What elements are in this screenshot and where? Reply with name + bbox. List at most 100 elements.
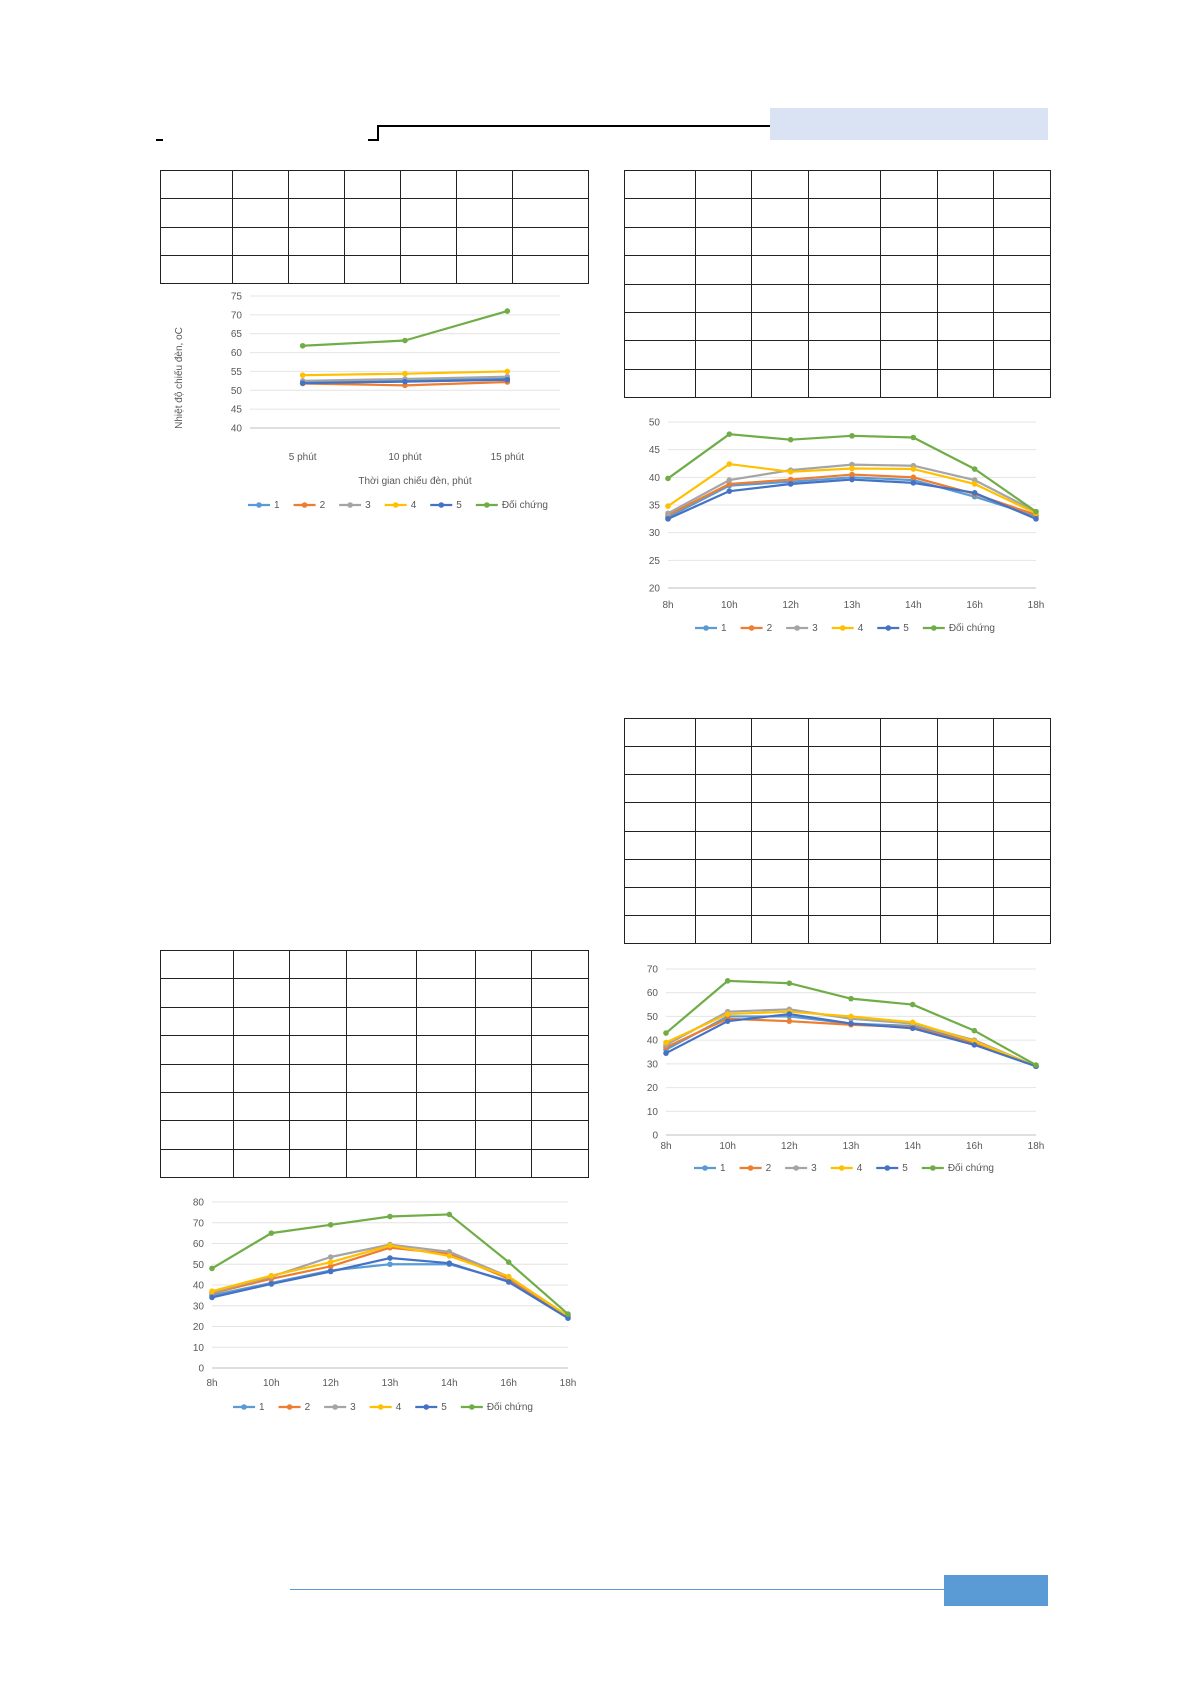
y-tick-label: 70	[193, 1218, 205, 1229]
x-tick-label: 10h	[719, 1141, 736, 1152]
data-point	[909, 1019, 916, 1026]
legend-label: 1	[259, 1402, 265, 1413]
data-point	[786, 1018, 793, 1024]
data-point	[848, 1020, 854, 1027]
table-cell	[880, 858, 938, 888]
table-cell	[993, 774, 1051, 804]
table-row	[160, 1120, 589, 1150]
table-cell	[289, 1063, 347, 1093]
table-cell	[880, 311, 938, 342]
data-point	[402, 378, 408, 385]
table-cell	[343, 254, 402, 285]
table-cell	[993, 886, 1051, 916]
data-point	[446, 1253, 453, 1259]
table-cell	[231, 198, 289, 228]
y-tick-label: 25	[649, 556, 661, 567]
data-point	[724, 1011, 731, 1017]
table-cell	[343, 198, 402, 228]
table-cell	[936, 255, 995, 285]
table-cell	[751, 802, 809, 832]
legend-label: 2	[305, 1402, 311, 1413]
series-line-1	[211, 1263, 569, 1318]
data-point	[268, 1281, 275, 1287]
data-point	[268, 1230, 275, 1236]
table-cell	[160, 1063, 234, 1093]
table-cell	[694, 717, 753, 748]
data-point	[909, 1025, 916, 1032]
table-row	[160, 1091, 589, 1122]
table-cell	[880, 169, 938, 200]
x-tick-label: 8h	[660, 1141, 671, 1152]
table-row	[160, 949, 589, 980]
table-row	[624, 830, 1051, 860]
table-cell	[936, 198, 995, 228]
data-point	[849, 465, 855, 472]
table-cell	[751, 914, 809, 945]
table-cell	[936, 858, 995, 888]
legend-swatch-marker	[377, 1404, 384, 1410]
y-tick-label: 30	[193, 1301, 205, 1312]
data-point	[910, 434, 917, 441]
table-cell	[624, 340, 696, 370]
table-cell	[345, 1063, 418, 1093]
table-cell	[993, 198, 1051, 228]
table-cell	[751, 717, 809, 748]
legend-swatch-marker	[884, 1165, 891, 1171]
data-point	[446, 1260, 453, 1267]
data-point	[387, 1261, 393, 1268]
table-cell	[993, 311, 1051, 342]
y-tick-label: 40	[231, 424, 243, 435]
table-row	[624, 340, 1051, 370]
table-cell	[694, 368, 753, 399]
table-cell	[694, 774, 753, 804]
legend-label: 3	[365, 500, 371, 511]
y-tick-label: 45	[231, 405, 243, 416]
chart-xlabel: Thời gian chiếu đèn, phút	[358, 475, 472, 487]
data-point	[726, 477, 733, 483]
data-point	[327, 1222, 334, 1228]
chart-temperature-by-hour-b: 0 10 20 30 40 50 60 70 8h 10h 12h 13h 14h 16h 18h 1 2 3 4 5…	[647, 965, 1044, 1175]
data-point	[268, 1272, 275, 1279]
table-cell	[456, 226, 514, 256]
table-cell	[807, 830, 882, 860]
table-row	[624, 283, 1051, 313]
table-cell	[751, 255, 809, 285]
table-cell	[160, 254, 233, 285]
table-cell	[751, 774, 809, 804]
legend-label: 2	[320, 500, 326, 511]
data-point	[971, 1042, 978, 1048]
y-tick-label: 10	[193, 1343, 205, 1354]
data-point	[848, 995, 854, 1002]
data-point	[971, 1027, 978, 1034]
data-point	[787, 481, 794, 487]
table-cell	[289, 978, 347, 1008]
table-cell	[880, 717, 938, 748]
table-cell	[287, 198, 345, 228]
table-cell	[160, 1091, 234, 1122]
data-point	[786, 980, 793, 987]
data-point	[971, 481, 978, 487]
table-cell	[232, 949, 291, 980]
table-cell	[751, 746, 809, 776]
legend-label: 4	[396, 1402, 402, 1413]
y-tick-label: 80	[193, 1198, 205, 1209]
data-point	[504, 376, 511, 383]
x-tick-label: 16h	[500, 1378, 517, 1389]
table-cell	[287, 169, 345, 200]
table-cell	[345, 1035, 418, 1065]
data-point	[665, 503, 671, 509]
table-cell	[993, 283, 1051, 313]
table-cell	[880, 746, 938, 776]
y-tick-label: 60	[193, 1239, 205, 1250]
table-cell	[807, 746, 882, 776]
table-cell	[936, 830, 995, 860]
x-tick-label: 10h	[721, 600, 738, 611]
table-cell	[751, 340, 809, 370]
table-row	[160, 226, 589, 256]
data-point	[786, 1011, 793, 1017]
data-table-4	[160, 949, 589, 1179]
y-tick-label: 35	[649, 501, 661, 512]
table-cell	[160, 1035, 234, 1065]
table-cell	[289, 1091, 347, 1122]
table-cell	[416, 949, 476, 980]
